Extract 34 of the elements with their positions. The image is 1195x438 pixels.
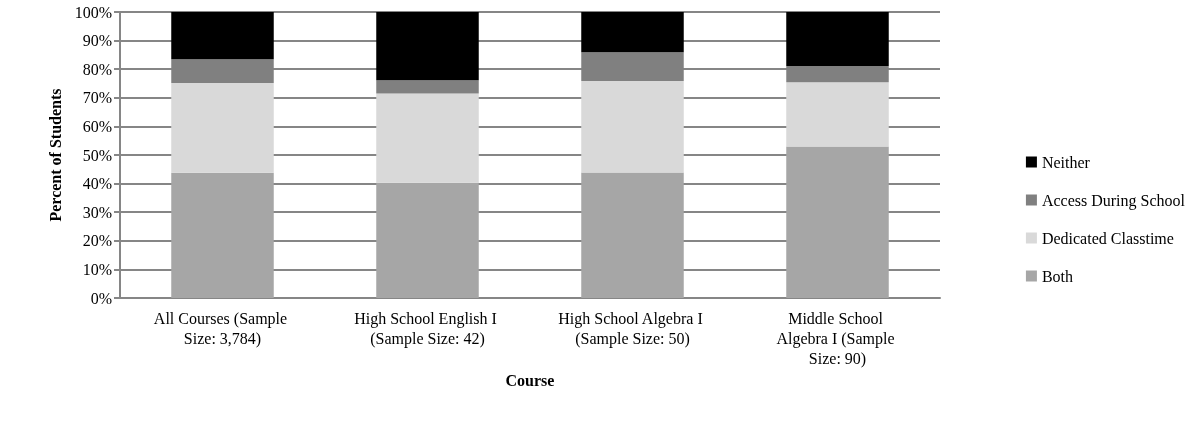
bar — [581, 80, 684, 173]
bar — [786, 82, 889, 147]
y-tick-label: 90% — [82, 32, 112, 50]
y-tick-label: 0% — [90, 289, 112, 307]
bar — [376, 12, 479, 81]
legend-label: Access During School — [1041, 191, 1186, 210]
y-tick-label: 50% — [82, 146, 112, 164]
y-tick-label: 10% — [82, 260, 112, 278]
bar — [376, 93, 479, 183]
y-tick-label: 60% — [82, 117, 112, 135]
bar — [171, 12, 274, 60]
bar — [581, 172, 684, 298]
bar — [171, 172, 274, 298]
y-tick-label: 100% — [74, 3, 112, 21]
bar — [171, 82, 274, 173]
x-tick-label: All Courses (Sample Size: 3,784) — [153, 309, 292, 348]
bar — [786, 12, 889, 67]
y-tick-label: 70% — [82, 89, 112, 107]
y-axis-title: Percent of Students — [47, 88, 65, 222]
x-tick-label: High School Algebra I (Sample Size: 50) — [558, 309, 707, 348]
legend-label: Neither — [1041, 153, 1091, 171]
x-tick-label: High School English I (Sample Size: 42) — [354, 309, 501, 348]
legend-label: Both — [1041, 267, 1074, 285]
y-tick-label: 20% — [82, 232, 112, 250]
legend-label: Dedicated Classtime — [1041, 229, 1174, 247]
y-tick-label: 80% — [82, 60, 112, 78]
bar — [581, 12, 684, 53]
bar — [376, 182, 479, 298]
y-tick-label: 40% — [82, 175, 112, 193]
x-axis-title: Course — [505, 372, 555, 390]
bar — [786, 146, 889, 298]
y-tick-label: 30% — [82, 203, 112, 221]
x-tick-label: Middle School Algebra I (Sample Size: 90) — [776, 309, 899, 368]
bar — [376, 80, 479, 94]
